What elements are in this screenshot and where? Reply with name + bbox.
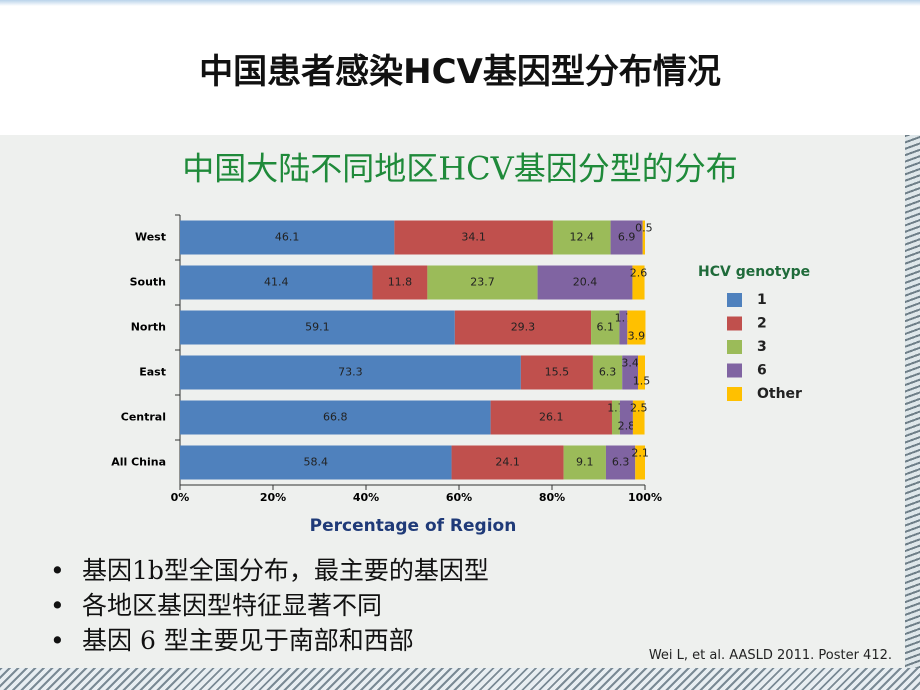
bar-segment	[632, 265, 645, 300]
y-tick-label: South	[130, 276, 166, 289]
legend-label: 3	[757, 339, 767, 355]
data-label: 20.4	[573, 276, 598, 289]
bar-segment	[622, 355, 639, 390]
data-label: 3.4	[621, 357, 639, 370]
data-label: 46.1	[275, 231, 300, 244]
bar-segment	[638, 355, 645, 390]
data-label: 6.9	[618, 231, 636, 244]
bar-segment	[627, 310, 646, 345]
bar-segment	[180, 400, 491, 435]
bottom-decoration	[0, 668, 920, 690]
legend-label: 1	[757, 292, 767, 308]
data-label: 3.9	[628, 330, 646, 343]
data-label: 26.1	[539, 411, 564, 424]
legend-swatch	[727, 387, 742, 401]
data-label: 2.1	[631, 447, 649, 460]
data-label: 2.6	[630, 267, 648, 280]
legend-title: HCV genotype	[698, 264, 810, 280]
bar-segment	[552, 220, 611, 255]
bar-segment	[537, 265, 633, 300]
bar-segment	[591, 310, 620, 345]
top-strip	[0, 0, 920, 6]
data-label: 9.1	[576, 456, 594, 469]
legend-swatch	[727, 363, 742, 378]
bar-segment	[635, 445, 645, 480]
legend-swatch	[727, 316, 742, 331]
y-tick-label: All China	[111, 456, 166, 469]
data-label: 6.1	[596, 321, 614, 334]
bullet: 各地区基因型特征显著不同	[50, 588, 489, 623]
x-axis-title: Percentage of Region	[310, 516, 517, 536]
y-tick-label: North	[131, 321, 166, 334]
bar-segment	[611, 400, 620, 435]
bar-segment	[592, 355, 623, 390]
bar-segment	[632, 400, 645, 435]
x-tick-label: 100%	[628, 491, 662, 504]
data-label: 73.3	[338, 366, 363, 379]
data-label: 11.8	[388, 276, 413, 289]
legend-swatch	[727, 293, 742, 307]
x-tick-label: 40%	[353, 491, 379, 504]
bar-segment	[605, 445, 636, 480]
bar-segment	[427, 265, 538, 300]
data-label: 2.8	[618, 420, 636, 433]
y-tick-label: West	[135, 231, 166, 244]
bullet-list: 基因1b型全国分布，最主要的基因型 各地区基因型特征显著不同 基因 6 型主要见…	[50, 553, 489, 658]
data-label: 2.5	[630, 402, 648, 415]
bar-segment	[490, 400, 612, 435]
bar-segment	[610, 220, 643, 255]
bar-segment	[520, 355, 593, 390]
bar-segment	[180, 220, 395, 255]
bar-segment	[451, 445, 564, 480]
data-label: 6.3	[612, 456, 630, 469]
side-decoration	[905, 135, 920, 668]
legend-label: Other	[757, 386, 802, 402]
legend-label: 2	[757, 316, 767, 332]
bar-segment	[642, 220, 645, 255]
legend-swatch	[727, 340, 742, 354]
bar-segment	[180, 355, 521, 390]
bar-segment	[372, 265, 428, 300]
y-tick-label: Central	[121, 411, 166, 424]
data-label: 15.5	[545, 366, 570, 379]
bar-segment	[180, 445, 452, 480]
bar-segment	[394, 220, 553, 255]
data-label: 6.3	[599, 366, 617, 379]
data-label: 59.1	[305, 321, 330, 334]
bar-segment	[180, 310, 455, 345]
x-tick-label: 20%	[260, 491, 286, 504]
slide-title: 中国患者感染HCV基因型分布情况	[199, 52, 721, 92]
bullet: 基因1b型全国分布，最主要的基因型	[50, 553, 489, 588]
data-label: 29.3	[511, 321, 536, 334]
chart-title: 中国大陆不同地区HCV基因分型的分布	[182, 150, 738, 188]
data-label: 12.4	[570, 231, 595, 244]
bar-segment	[619, 400, 633, 435]
bar-segment	[563, 445, 606, 480]
bar-segment	[454, 310, 592, 345]
data-label: 1.5	[633, 375, 651, 388]
x-tick-label: 80%	[539, 491, 565, 504]
data-label: 41.4	[264, 276, 289, 289]
data-label: 58.4	[304, 456, 329, 469]
x-tick-label: 0%	[171, 491, 190, 504]
citation: Wei L, et al. AASLD 2011. Poster 412.	[648, 648, 892, 663]
x-tick-label: 60%	[446, 491, 472, 504]
data-label: 24.1	[495, 456, 520, 469]
data-label: 66.8	[323, 411, 348, 424]
data-label: 23.7	[470, 276, 495, 289]
data-label: 0.5	[635, 222, 653, 235]
data-label: 34.1	[461, 231, 486, 244]
legend-label: 6	[757, 363, 767, 379]
bar-segment	[619, 310, 628, 345]
bar-segment	[180, 265, 373, 300]
bullet: 基因 6 型主要见于南部和西部	[50, 623, 489, 658]
y-tick-label: East	[139, 366, 166, 379]
